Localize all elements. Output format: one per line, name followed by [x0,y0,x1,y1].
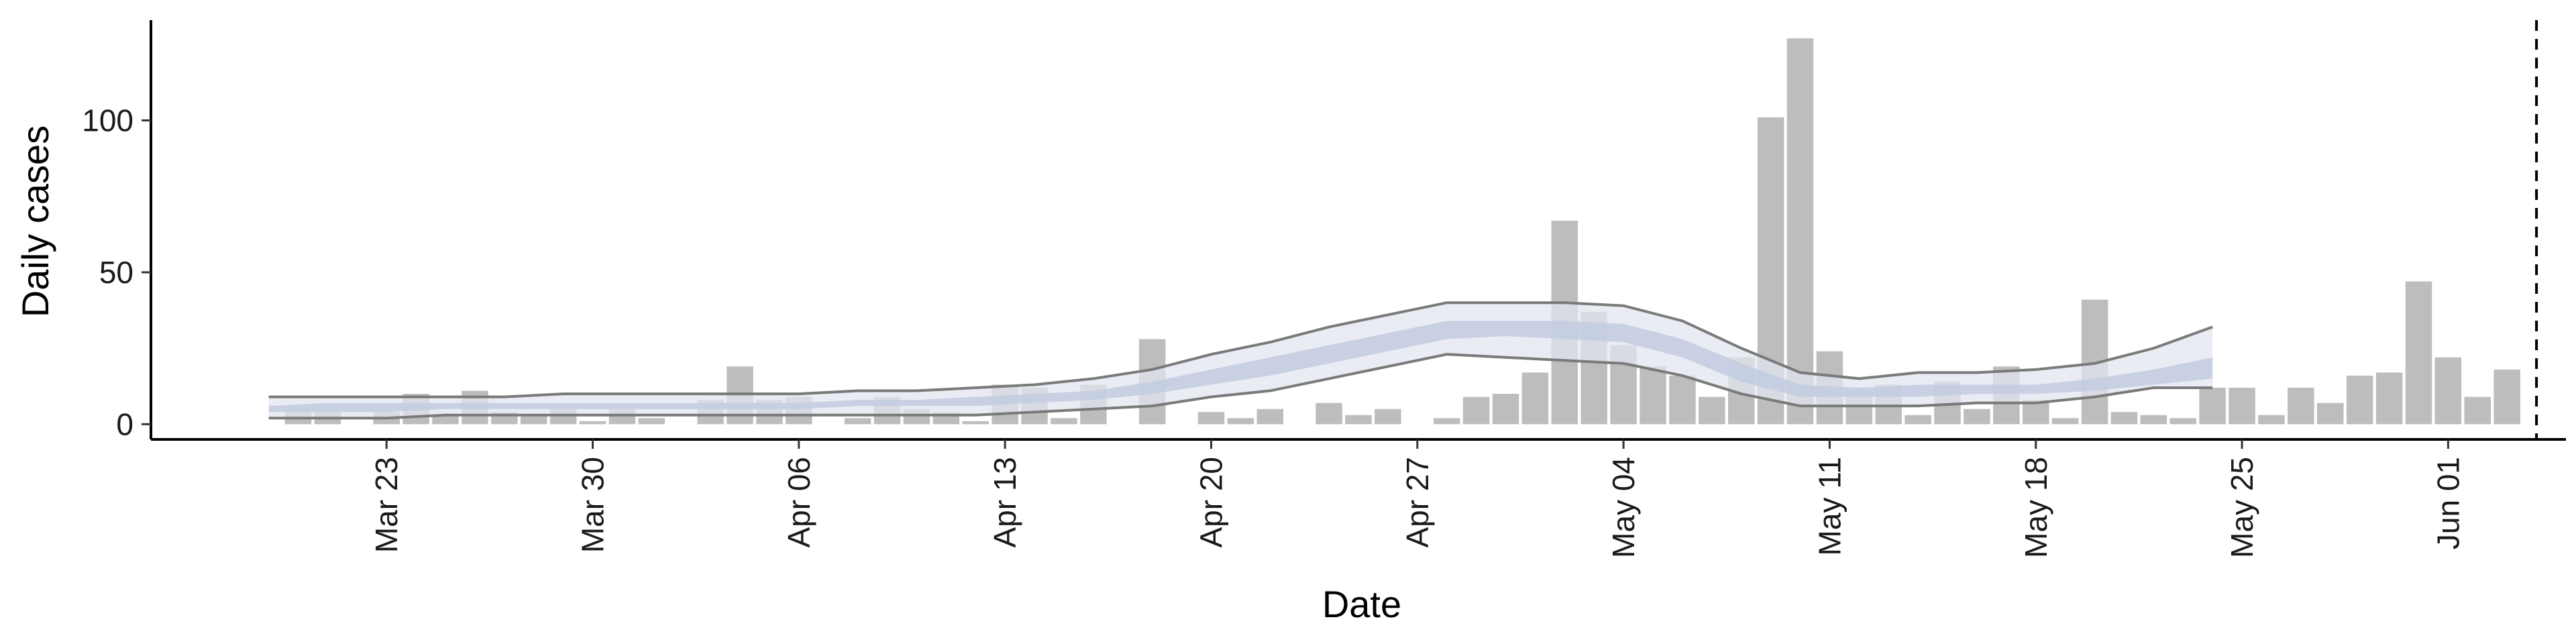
bar-2020-05-25 [2229,388,2255,425]
y-tick-label-50: 50 [99,255,133,290]
x-axis-title: Date [1322,583,1401,625]
bars-layer [284,38,2520,425]
bar-2020-04-08 [844,418,871,425]
bar-2020-04-25 [1345,415,1372,425]
bar-2020-04-26 [1375,409,1401,425]
bar-2020-06-03 [2493,369,2520,425]
bar-2020-05-31 [2405,281,2432,425]
x-tick-label-2020-03-23: Mar 23 [369,457,404,553]
bar-2020-05-06 [1669,375,1696,425]
bar-2020-04-15 [1051,418,1077,425]
bar-2020-05-14 [1904,415,1931,425]
bar-2020-05-23 [2169,418,2197,425]
x-tick-label-2020-04-20: Apr 20 [1193,457,1228,548]
bar-2020-05-26 [2258,415,2285,425]
y-tick-label-100: 100 [82,103,133,138]
bar-2020-05-29 [2346,375,2373,425]
bar-2020-03-25 [432,415,459,425]
bar-2020-05-27 [2288,388,2314,425]
outer-band-upper-line [268,301,2213,398]
outer-band [268,303,2213,419]
inner-band [268,321,2213,413]
bar-2020-04-12 [962,421,989,425]
x-tick-label-2020-04-13: Apr 13 [987,457,1022,548]
bar-2020-04-24 [1316,402,1342,425]
bar-2020-05-28 [2317,402,2344,425]
x-tick-label-2020-05-11: May 11 [1812,457,1847,555]
bar-2020-05-10 [1786,38,1814,425]
bar-2020-03-28 [520,415,547,425]
bands-layer [268,301,2213,420]
bar-2020-04-30 [1492,394,1519,425]
bar-2020-04-28 [1433,418,1460,425]
bar-2020-05-24 [2199,388,2226,425]
bar-2020-05-07 [1699,396,1725,425]
bar-2020-04-01 [638,418,665,425]
x-tick-label-2020-06-01: Jun 01 [2430,457,2465,549]
bar-2020-05-30 [2375,372,2403,425]
bar-2020-05-01 [1521,372,1549,425]
bar-2020-06-02 [2464,396,2491,425]
y-axis-title: Daily cases [14,125,56,317]
outer-band-lower-line [268,353,2213,420]
bar-2020-06-01 [2434,357,2462,425]
x-tick-label-2020-03-30: Mar 30 [576,457,610,553]
bar-2020-04-21 [1227,418,1254,425]
ticks-layer: 0 50 100 Mar 23 Mar 30 Apr 06 Apr 13 Apr 20 Apr … [82,103,2465,557]
x-tick-label-2020-05-18: May 18 [2019,457,2053,558]
bar-2020-04-20 [1197,412,1225,425]
bar-2020-04-22 [1256,409,1284,425]
bar-2020-05-16 [1964,409,1990,425]
x-tick-label-2020-04-27: Apr 27 [1400,457,1435,548]
bar-2020-04-29 [1462,396,1490,425]
x-tick-label-2020-04-06: Apr 06 [782,457,816,548]
y-tick-label-0: 0 [116,407,133,441]
x-tick-label-2020-05-25: May 25 [2224,457,2259,558]
bar-2020-05-21 [2110,412,2138,425]
axes-layer [150,20,2566,441]
x-tick-label-2020-05-04: May 04 [1606,457,1641,558]
bar-2020-05-19 [2051,418,2079,425]
bar-2020-03-30 [579,421,606,425]
bar-2020-05-22 [2140,415,2167,425]
bar-2020-05-05 [1640,366,1666,425]
